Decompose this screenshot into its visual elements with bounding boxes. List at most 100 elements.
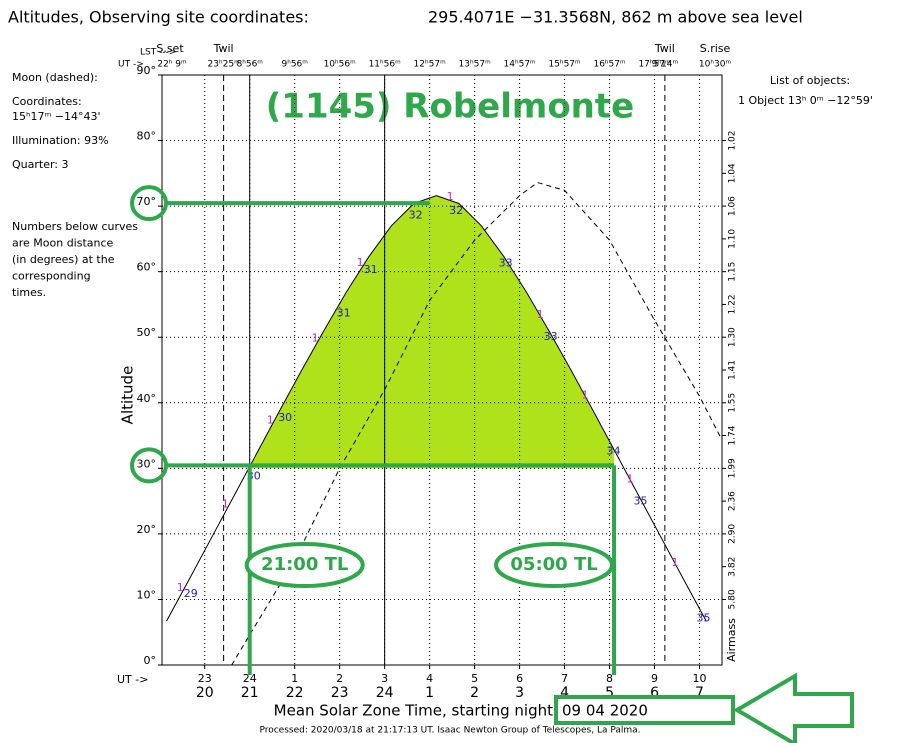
lst-tick-label: 12ʰ57ᵐ (414, 60, 447, 70)
highlight-area (249, 195, 615, 469)
header-right: 295.4071E −31.3568N, 862 m above sea lev… (428, 8, 803, 27)
y-tick-label: 0° (144, 654, 157, 667)
event-time: 9ʰ14ᵐ (652, 60, 679, 70)
airmass-label: Airmass (725, 618, 738, 662)
airmass-tick-label: 2.90 (728, 524, 738, 544)
y-tick-label: 30° (137, 457, 157, 470)
objects-item: 1 Object 13ʰ 0ᵐ −12°59' (738, 94, 873, 107)
time-ellipse (494, 542, 615, 588)
airmass-tick-label: 2.36 (728, 491, 738, 511)
lt-tick-label: 24 (376, 685, 394, 701)
date-box (554, 695, 735, 725)
event-name: S.rise (700, 42, 731, 55)
moon-distance: 33 (544, 330, 558, 343)
airmass-tick-label: 1.22 (728, 294, 738, 314)
lt-tick-label: 7 (695, 685, 704, 701)
airmass-tick-label: 3.82 (728, 557, 738, 577)
lt-tick-label: 23 (331, 685, 349, 701)
x-tick-label: 3 (381, 672, 388, 685)
moon-distance: 32 (409, 209, 423, 222)
lst-label: LST ---> (140, 48, 176, 58)
ut-prefix-bottom: UT -> (117, 673, 148, 686)
note: corresponding (12, 270, 91, 283)
lt-tick-label: 3 (515, 685, 524, 701)
lt-tick-label: 6 (650, 685, 659, 701)
hour-mark: 1 (537, 308, 544, 321)
hour-mark: 1 (312, 332, 319, 345)
lt-tick-label: 20 (196, 685, 214, 701)
note: Numbers below curves (12, 220, 138, 233)
note: are Moon distance (12, 237, 114, 250)
event-name: Twil (654, 42, 675, 55)
y-tick-label: 60° (137, 261, 157, 274)
airmass-tick-label: 1.74 (728, 425, 738, 445)
x-tick-label: 24 (243, 672, 257, 685)
moon-distance: 31 (337, 307, 351, 320)
moon-distance: 35 (634, 495, 648, 508)
y-tick-label: 90° (137, 64, 157, 77)
lt-tick-label: 5 (605, 685, 614, 701)
time-ellipse (244, 542, 365, 588)
date-arrow (733, 672, 854, 743)
y-tick-label: 40° (137, 392, 157, 405)
object-curve (166, 195, 707, 622)
moon-distance: 35 (697, 612, 711, 625)
airmass-tick-label: 1.02 (728, 131, 738, 151)
event-name: Twil (213, 42, 234, 55)
time-label: 05:00 TL (510, 554, 597, 575)
event-time: 10ʰ30ᵐ (699, 60, 732, 70)
event-time: 23ʰ25ᵐ (208, 60, 241, 70)
moon-info: Quarter: 3 (12, 158, 69, 171)
lst-tick-label: 15ʰ57ᵐ (548, 60, 581, 70)
lt-tick-label: 1 (425, 685, 434, 701)
airmass-tick-label: 1.30 (728, 327, 738, 347)
moon-info: 15ʰ17ᵐ −14°43' (12, 110, 101, 123)
hour-mark: 1 (177, 581, 184, 594)
hour-mark: 1 (582, 389, 589, 402)
x-axis-label: Mean Solar Zone Time, starting night (274, 702, 553, 720)
objects-title: List of objects: (770, 74, 850, 87)
hour-mark: 1 (672, 556, 679, 569)
hour-mark: 1 (627, 472, 634, 485)
y-tick-label: 50° (137, 326, 157, 339)
moon-info: Illumination: 93% (12, 134, 109, 147)
lt-tick-label: 4 (560, 685, 569, 701)
lst-tick-label: 9ʰ56ᵐ (281, 60, 308, 70)
note: times. (12, 286, 46, 299)
x-tick-label: 9 (651, 672, 658, 685)
lst-tick-label: 16ʰ57ᵐ (593, 60, 626, 70)
airmass-tick-label: 1.06 (728, 196, 738, 216)
y-tick-label: 20° (137, 523, 157, 536)
airmass-tick-label: 1.41 (728, 360, 738, 380)
lst-tick-label: 11ʰ56ᵐ (369, 60, 402, 70)
lst-tick-label: 17ʰ57ᵐ (638, 60, 671, 70)
x-tick-label: 2 (336, 672, 343, 685)
moon-distance: 31 (364, 263, 378, 276)
object-title: (1145) Robelmonte (266, 87, 634, 127)
airmass-tick-label: 1.10 (728, 229, 738, 249)
hour-mark: 1 (222, 497, 229, 510)
time-label: 21:00 TL (261, 554, 348, 575)
y-tick-label: 80° (137, 130, 157, 143)
lt-tick-label: 22 (286, 685, 304, 701)
hour-mark: 1 (267, 414, 274, 427)
lt-tick-label: 2 (470, 685, 479, 701)
airmass-tick-label: 1.04 (728, 163, 738, 183)
airmass-tick-label: 1.99 (728, 458, 738, 478)
lst-tick-label: 8ʰ56ᵐ (236, 60, 263, 70)
moon-distance: 30 (278, 411, 292, 424)
x-tick-label: 8 (606, 672, 613, 685)
moon-distance: 33 (499, 257, 513, 270)
header-left: Altitudes, Observing site coordinates: (8, 8, 309, 27)
moon-info: Moon (dashed): (12, 71, 98, 84)
moon-distance: 34 (607, 444, 621, 457)
airmass-tick-label: 1.15 (728, 262, 738, 282)
x-tick-label: 5 (471, 672, 478, 685)
x-tick-label: 23 (198, 672, 212, 685)
x-tick-label: 6 (516, 672, 523, 685)
lst-tick-label: 14ʰ57ᵐ (504, 60, 537, 70)
moon-info: Coordinates: (12, 95, 82, 108)
hour-mark: 1 (357, 256, 364, 269)
lst-tick-label: 10ʰ56ᵐ (324, 60, 357, 70)
